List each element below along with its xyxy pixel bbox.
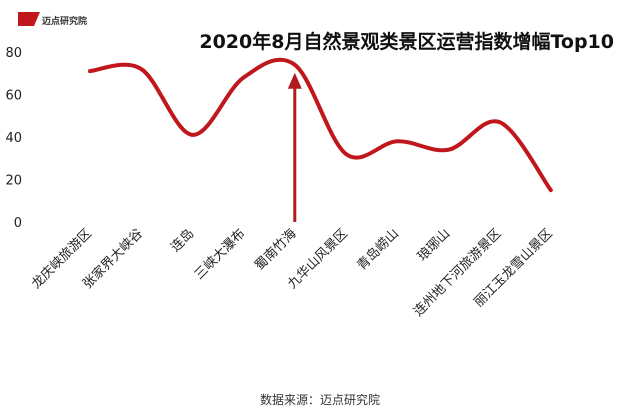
x-tick-label: 连岛 <box>168 226 198 256</box>
x-tick-label: 三峡大瀑布 <box>192 226 249 283</box>
x-tick-label: 连州地下河旅游景区 <box>410 226 504 320</box>
chart-title: 2020年8月自然景观类景区运营指数增幅Top10 <box>199 30 614 53</box>
data-point <box>293 63 297 67</box>
logo-flag-icon <box>18 12 40 26</box>
data-point <box>88 69 92 73</box>
brand-logo: 迈点研究院 <box>18 12 87 27</box>
data-point <box>139 67 143 71</box>
series-line <box>88 57 553 193</box>
data-point <box>549 188 553 192</box>
x-tick-label: 蜀南竹海 <box>252 226 300 274</box>
data-point <box>344 152 348 156</box>
y-tick-label: 0 <box>14 216 22 231</box>
x-tick-label: 青岛崂山 <box>354 226 402 274</box>
y-tick-label: 60 <box>5 89 22 104</box>
y-tick-label: 20 <box>5 174 22 189</box>
y-axis: 0 20 40 60 80 <box>5 46 22 231</box>
x-tick-label: 琅琊山 <box>415 226 453 264</box>
y-tick-label: 80 <box>5 46 22 61</box>
highlight-arrow-head-icon <box>287 72 302 89</box>
data-point <box>498 120 502 124</box>
y-tick-label: 40 <box>5 131 22 146</box>
brand-name: 迈点研究院 <box>42 15 87 27</box>
data-point <box>395 139 399 143</box>
source-note: 数据来源：迈点研究院 <box>260 392 380 407</box>
data-point <box>242 76 246 80</box>
plot-area <box>88 57 553 222</box>
data-point <box>190 133 194 137</box>
data-point <box>446 148 450 152</box>
